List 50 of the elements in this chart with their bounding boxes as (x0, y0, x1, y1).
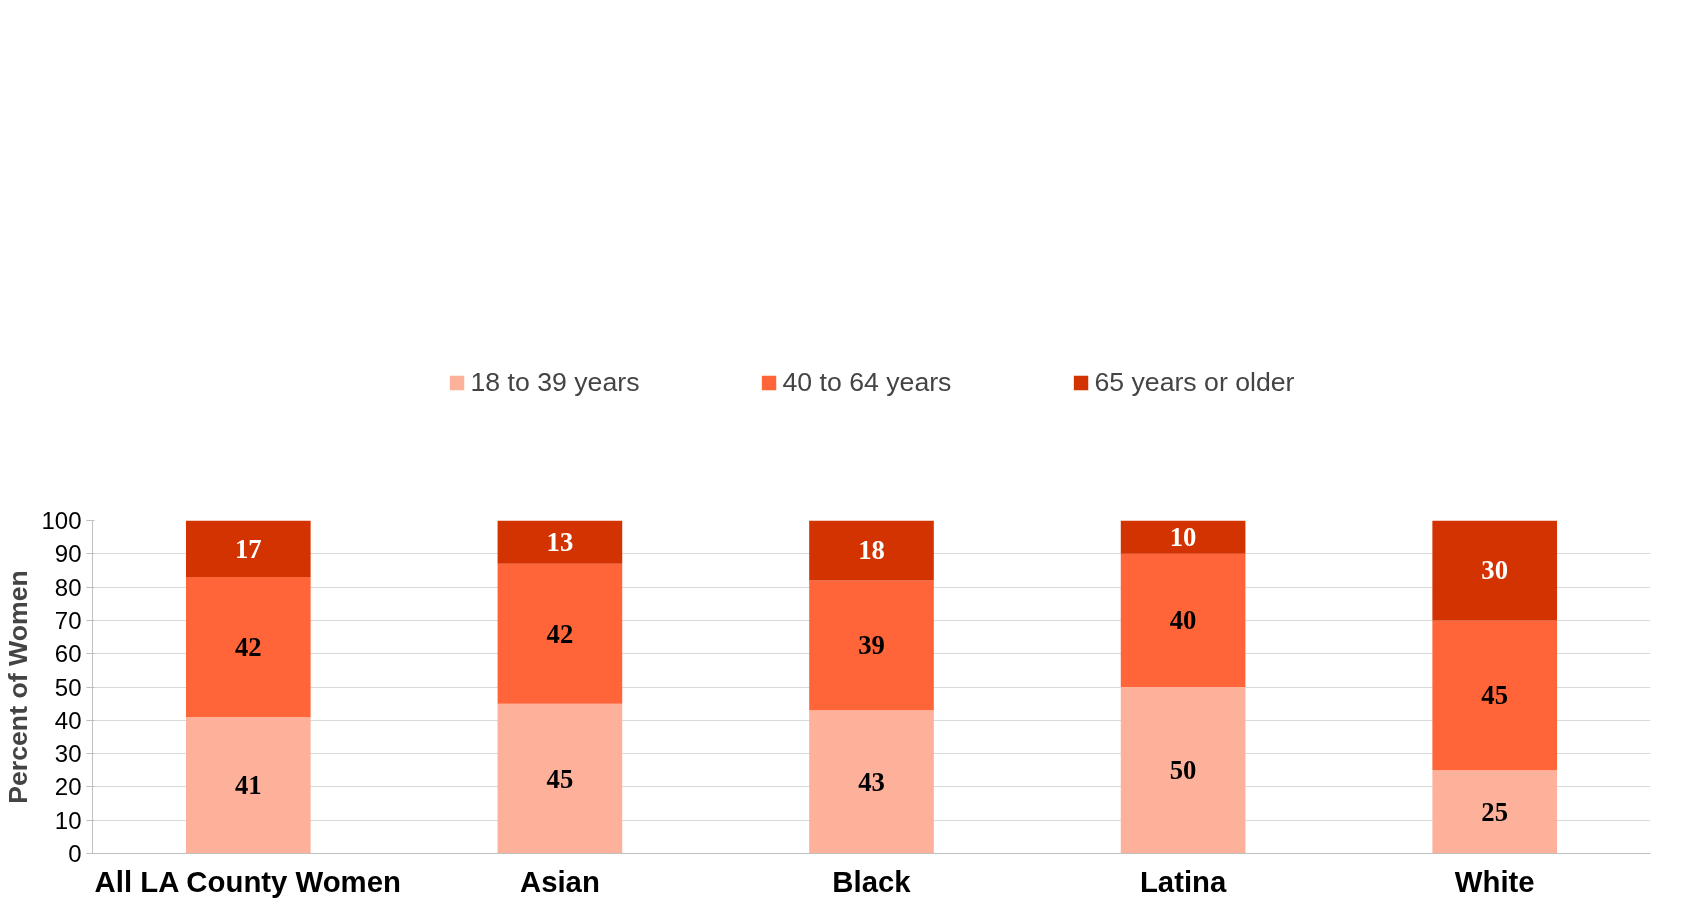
bar (185, 716, 311, 854)
bar (185, 577, 311, 717)
bar (809, 520, 934, 581)
bar (497, 520, 623, 564)
y-tick-label: 70 (54, 606, 82, 634)
data-label: 17 (234, 533, 262, 564)
data-label: 18 (858, 535, 885, 566)
bar (1120, 520, 1246, 554)
x-tick-label: White (1454, 864, 1535, 898)
data-label: 45 (1481, 680, 1509, 711)
bar (185, 520, 311, 578)
data-label: 30 (1481, 555, 1509, 586)
data-label: 41 (234, 770, 262, 801)
y-tick-label: 80 (54, 573, 82, 601)
y-tick-label: 20 (54, 773, 82, 801)
x-tick-label: All LA County Women (94, 864, 401, 898)
bar (1432, 520, 1558, 621)
bar (809, 580, 934, 711)
bar (1120, 553, 1246, 687)
bar (1120, 687, 1246, 854)
data-label: 50 (1169, 755, 1197, 786)
y-tick-label: 60 (54, 640, 82, 668)
x-tick-label: Asian (519, 864, 600, 898)
y-tick-label: 30 (54, 740, 82, 768)
bar (497, 703, 623, 854)
legend-label: 18 to 39 years (470, 366, 640, 398)
data-label: 42 (546, 618, 574, 649)
data-label: 13 (546, 527, 574, 558)
x-tick-label: Latina (1139, 864, 1227, 898)
data-label: 43 (858, 766, 885, 797)
bar (809, 710, 934, 854)
bar (497, 563, 623, 704)
data-label: 40 (1169, 605, 1197, 636)
x-tick-label: Black (832, 864, 912, 898)
legend-label: 40 to 64 years (782, 366, 952, 398)
y-axis-title: Percent of Women (3, 570, 34, 804)
data-label: 42 (234, 632, 262, 663)
y-tick-label: 10 (54, 806, 82, 834)
y-tick-label: 50 (54, 673, 82, 701)
bar (1432, 620, 1558, 771)
data-label: 39 (858, 630, 885, 661)
y-tick-label: 100 (41, 507, 82, 534)
data-label: 25 (1481, 796, 1509, 827)
data-label: 45 (546, 763, 574, 794)
y-tick-label: 90 (54, 540, 82, 568)
bar (1432, 770, 1558, 854)
data-label: 10 (1169, 522, 1197, 553)
y-tick-label: 0 (68, 840, 82, 867)
y-tick-label: 40 (54, 706, 82, 734)
legend-label: 65 years or older (1094, 366, 1295, 398)
